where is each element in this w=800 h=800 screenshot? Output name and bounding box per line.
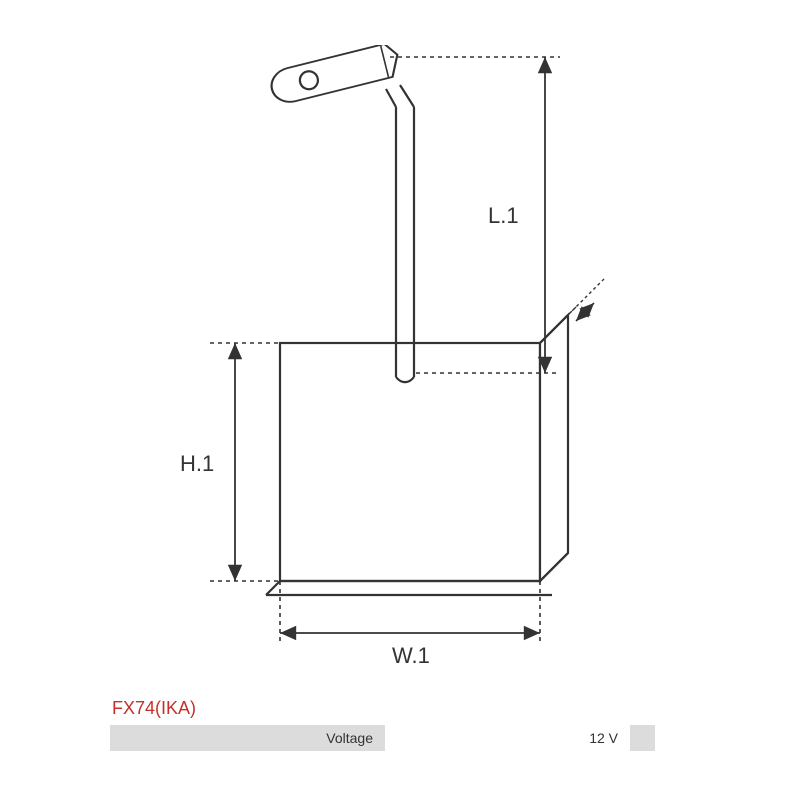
dimension-height: H.1 — [180, 343, 280, 581]
length-label: L.1 — [488, 203, 519, 228]
spec-value: 12 V — [385, 725, 630, 751]
spec-label: Voltage — [110, 725, 385, 751]
depth-dim-marks — [540, 277, 606, 343]
spec-cell-empty-white — [655, 725, 680, 751]
spec-row-voltage: Voltage 12 V — [110, 725, 680, 751]
terminal-lug — [268, 45, 402, 106]
width-label: W.1 — [392, 643, 430, 668]
technical-diagram: H.1 W.1 L.1 — [110, 45, 670, 685]
brush-front-face — [280, 343, 540, 581]
height-label: H.1 — [180, 451, 214, 476]
spec-cell-empty-gray — [630, 725, 655, 751]
part-number-title: FX74(IKA) — [112, 698, 196, 719]
